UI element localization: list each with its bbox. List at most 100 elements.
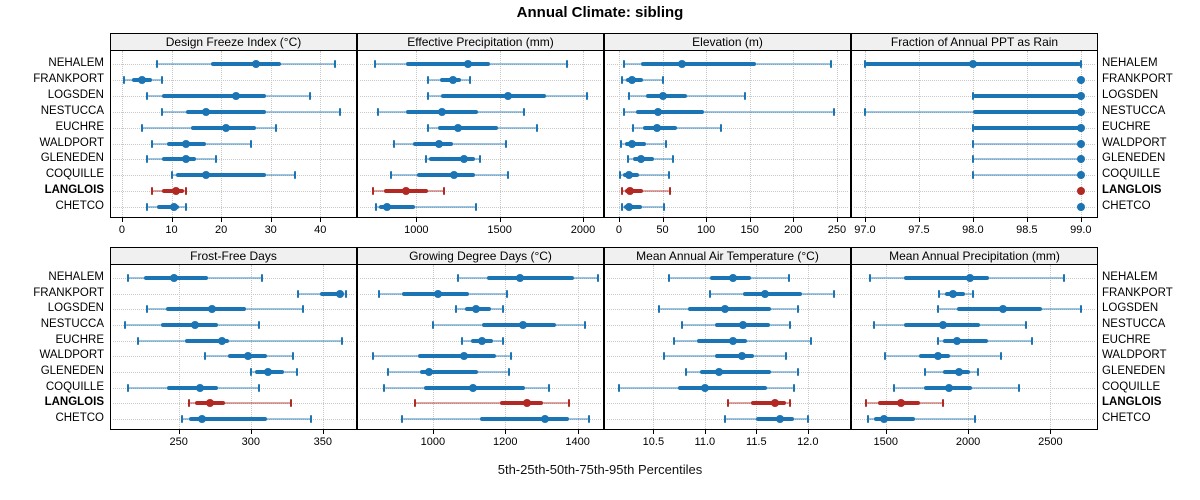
range-cap [474,202,477,211]
panel-strip-mean-annual-precipitation-mm: Mean Annual Precipitation (mm) [851,247,1098,265]
axis-tick [749,218,751,222]
axis-tick-label: 1500 [487,224,512,236]
axis-tick [178,430,180,434]
row-label-left-waldport: WALDPORT [39,136,104,149]
median-dot [624,171,633,180]
range-cap [507,171,509,180]
grid-hline [113,372,354,374]
range-cap [873,321,876,330]
median-dot [217,336,226,345]
grid-vline [864,51,866,217]
range-cap [621,187,624,196]
range-cap [377,107,379,116]
median-dot [172,187,181,196]
median-dot [1076,155,1085,164]
range-cap [294,171,297,180]
range-cap [618,171,621,180]
axis-tick [499,218,501,222]
median-dot [624,202,633,211]
grid-vline [432,265,434,429]
range-cap [681,321,684,330]
range-line-5-95 [622,190,670,193]
grid-vline [972,51,974,217]
axis-tick-label: 99.0 [1070,224,1092,236]
median-dot [202,171,211,180]
range-cap [685,368,688,377]
range-line-25-75 [165,307,247,312]
grid-vline [250,265,252,429]
grid-vline [706,51,708,217]
range-line-5-95 [414,402,569,405]
grid-vline [1050,265,1052,429]
range-cap [833,107,836,116]
median-dot [137,76,146,85]
median-dot [454,123,462,132]
range-line-25-75 [688,307,771,312]
range-cap [892,383,895,392]
range-line-5-95 [972,158,1081,161]
median-dot [222,123,231,132]
range-line-25-75 [715,354,755,359]
row-label-right-frankport: FRANKPORT [1102,73,1173,86]
grid-hline [360,325,601,327]
range-cap [215,155,218,164]
axis-tick-label: 0 [118,224,125,236]
grid-hline [360,278,601,280]
range-cap [160,107,163,116]
median-dot [504,91,512,100]
grid-vline [618,51,620,217]
grid-vline [320,51,322,217]
range-line-25-75 [624,204,642,209]
range-line-25-75 [211,62,281,67]
axis-tick [793,218,795,222]
range-cap [583,321,586,330]
range-cap [672,155,674,164]
row-label-left-logsden: LOGSDEN [47,88,104,101]
axis-tick [250,430,252,434]
range-line-25-75 [378,204,415,209]
range-cap [123,76,126,85]
grid-hline [113,143,354,145]
row-label-right-logsden: LOGSDEN [1102,302,1159,315]
range-cap [547,383,550,392]
range-line-25-75 [972,109,1081,114]
range-cap [863,107,866,116]
range-cap [150,187,153,196]
range-cap [274,123,277,132]
range-line-25-75 [918,354,950,359]
axis-tick-label: 11.5 [746,436,767,448]
range-cap [937,305,940,314]
row-label-right-waldport: WALDPORT [1102,136,1167,149]
grid-hline [360,80,601,82]
axis-tick [706,218,708,222]
range-cap [971,171,974,180]
range-cap [1018,383,1021,392]
range-cap [883,352,886,361]
grid-vline [577,265,579,429]
range-line-5-95 [972,142,1081,145]
range-cap [789,321,792,330]
grid-hline [360,206,601,208]
range-cap [806,415,809,424]
panel-strip-effective-precipitation-mm: Effective Precipitation (mm) [357,33,604,51]
axis-tick-label: 0 [615,224,622,236]
axis-tick-label: 300 [241,436,260,448]
range-cap [455,305,458,314]
grid-hline [607,127,848,129]
range-cap [668,187,671,196]
axis-tick [1026,218,1028,222]
panel-growing-degree-days-c [357,264,604,430]
median-dot [182,155,191,164]
grid-hline [607,143,848,145]
median-dot [336,289,345,298]
axis-tick [885,430,887,434]
range-line-25-75 [972,125,1081,130]
range-line-5-95 [864,110,1081,113]
median-dot [949,289,958,298]
range-cap [936,336,939,345]
range-cap [785,352,788,361]
range-cap [258,321,261,330]
row-label-left-coquille: COQUILLE [45,380,104,393]
median-dot [464,60,472,69]
